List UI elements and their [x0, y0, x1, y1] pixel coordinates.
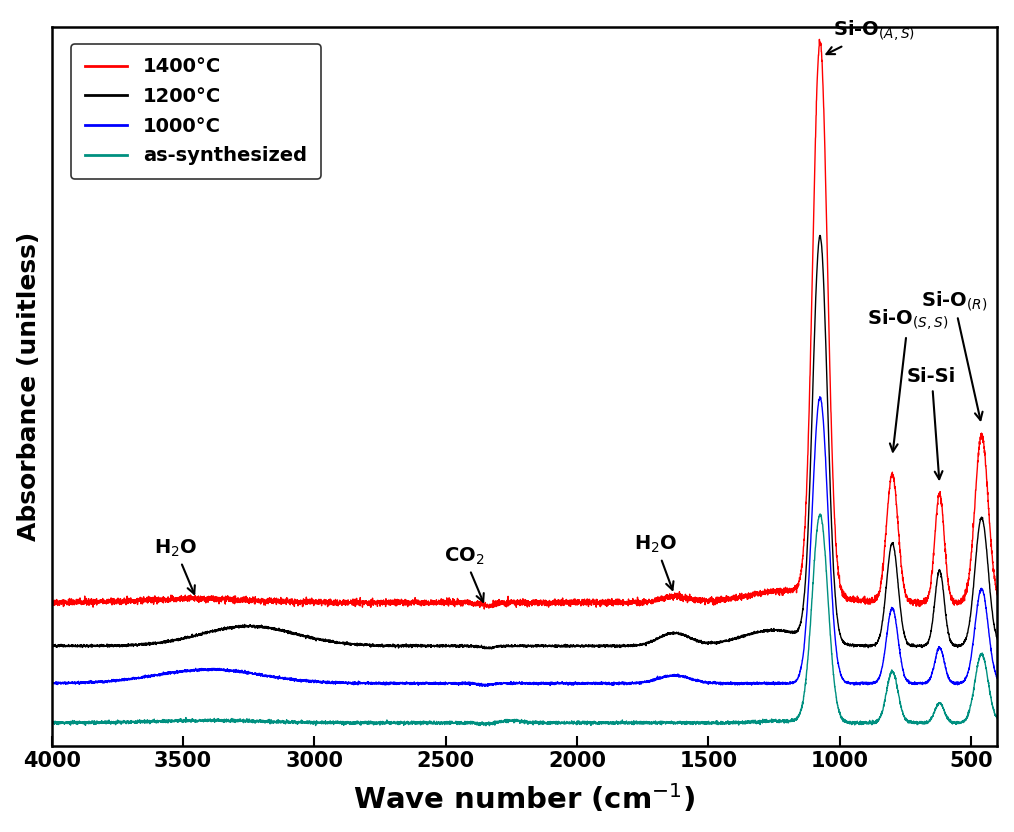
1000°C	[479, 681, 491, 691]
Text: CO$_2$: CO$_2$	[444, 546, 485, 602]
Text: H$_2$O: H$_2$O	[634, 534, 677, 590]
1000°C	[469, 678, 482, 688]
Text: Si-Si: Si-Si	[908, 367, 956, 479]
1200°C	[271, 624, 283, 634]
1200°C	[266, 623, 278, 633]
as-synthesized	[992, 714, 1004, 724]
1400°C	[275, 596, 287, 606]
as-synthesized	[814, 509, 826, 519]
as-synthesized	[480, 721, 492, 730]
as-synthesized	[46, 717, 58, 727]
as-synthesized	[403, 716, 415, 726]
1400°C	[479, 604, 491, 614]
1200°C	[814, 230, 826, 240]
1000°C	[992, 672, 1004, 682]
as-synthesized	[275, 717, 287, 727]
1000°C	[275, 673, 287, 683]
Y-axis label: Absorbance (unitless): Absorbance (unitless)	[16, 232, 41, 542]
1400°C	[403, 597, 415, 607]
Text: H$_2$O: H$_2$O	[153, 537, 197, 594]
Legend: 1400°C, 1200°C, 1000°C, as-synthesized: 1400°C, 1200°C, 1000°C, as-synthesized	[71, 44, 320, 179]
Line: 1400°C: 1400°C	[52, 39, 998, 609]
1200°C	[46, 641, 58, 651]
as-synthesized	[266, 716, 278, 726]
1400°C	[992, 590, 1004, 600]
Text: Si-O$_{(R)}$: Si-O$_{(R)}$	[921, 290, 988, 420]
Text: Si-O$_{(A,S)}$: Si-O$_{(A,S)}$	[826, 18, 915, 54]
1400°C	[271, 600, 283, 610]
1200°C	[984, 587, 996, 597]
1200°C	[486, 644, 498, 654]
Line: as-synthesized: as-synthesized	[52, 514, 998, 726]
1200°C	[469, 641, 482, 651]
1000°C	[46, 677, 58, 687]
1000°C	[266, 672, 278, 682]
1400°C	[984, 524, 996, 534]
1000°C	[271, 671, 283, 681]
1200°C	[403, 640, 415, 650]
1400°C	[46, 597, 58, 607]
as-synthesized	[984, 690, 996, 700]
Text: Si-O$_{(S,S)}$: Si-O$_{(S,S)}$	[867, 308, 949, 452]
Line: 1200°C: 1200°C	[52, 235, 998, 649]
1000°C	[814, 392, 826, 402]
Line: 1000°C: 1000°C	[52, 397, 998, 686]
X-axis label: Wave number (cm$^{-1}$): Wave number (cm$^{-1}$)	[353, 782, 696, 815]
1200°C	[992, 634, 1004, 644]
as-synthesized	[271, 716, 283, 726]
1000°C	[403, 678, 415, 688]
1400°C	[469, 597, 482, 607]
1400°C	[266, 596, 278, 606]
1000°C	[984, 637, 996, 647]
as-synthesized	[469, 718, 482, 728]
1400°C	[813, 34, 825, 44]
1200°C	[275, 626, 287, 636]
